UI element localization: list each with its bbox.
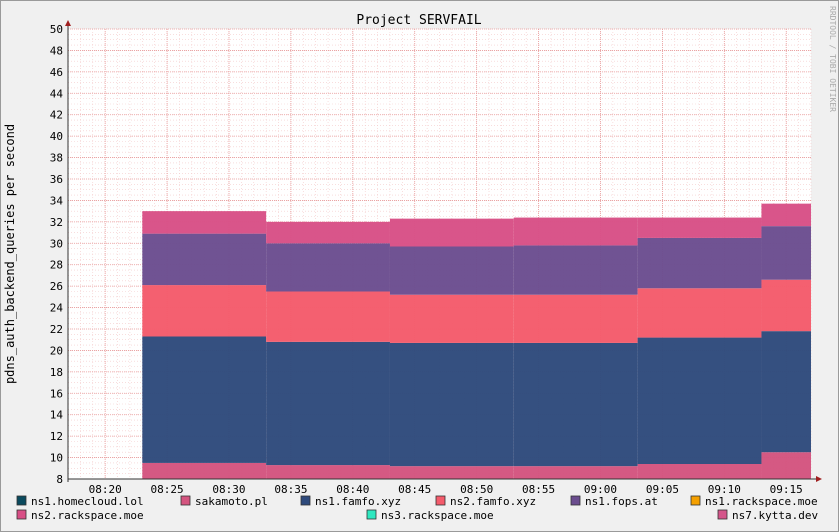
- legend-swatch: [690, 495, 701, 506]
- y-tick-label: 44: [50, 87, 64, 100]
- y-tick-label: 20: [50, 344, 63, 357]
- area-segment: [266, 243, 390, 292]
- y-tick-label: 22: [50, 323, 63, 336]
- area-segment: [513, 217, 638, 246]
- legend-label: sakamoto.pl: [195, 495, 268, 508]
- area-segment: [142, 233, 267, 286]
- legend-swatch: [180, 495, 191, 506]
- y-axis-arrow: [65, 20, 71, 26]
- y-tick-label: 24: [50, 302, 64, 315]
- legend-swatch: [366, 509, 377, 520]
- legend-label: ns1.famfo.xyz: [315, 495, 401, 508]
- y-axis-label: pdns_auth_backend_queries per second: [3, 124, 17, 384]
- area-segment: [761, 331, 811, 453]
- area-segment: [266, 291, 390, 342]
- x-tick-label: 09:00: [584, 483, 617, 496]
- legend-label: ns1.fops.at: [585, 495, 658, 508]
- x-tick-label: 09:05: [646, 483, 679, 496]
- y-tick-label: 42: [50, 109, 63, 122]
- legend-label: ns7.kytta.dev: [732, 509, 818, 522]
- x-tick-label: 08:55: [522, 483, 555, 496]
- area-segment: [142, 285, 267, 337]
- x-tick-label: 08:25: [151, 483, 184, 496]
- y-tick-label: 30: [50, 237, 63, 250]
- y-tick-label: 26: [50, 280, 63, 293]
- x-tick-label: 08:20: [89, 483, 122, 496]
- area-segment: [637, 237, 762, 289]
- area-segment: [761, 226, 811, 280]
- chart-title: Project SERVFAIL: [356, 13, 481, 28]
- y-tick-label: 8: [56, 473, 63, 486]
- y-tick-label: 50: [50, 23, 63, 36]
- y-tick-label: 12: [50, 430, 63, 443]
- y-tick-label: 14: [50, 409, 64, 422]
- area-segment: [637, 337, 762, 464]
- stacked-areas: [142, 203, 811, 479]
- x-tick-label: 08:50: [460, 483, 493, 496]
- x-tick-label: 09:10: [708, 483, 741, 496]
- area-segment: [142, 336, 267, 463]
- area-segment: [761, 279, 811, 332]
- y-tick-label: 38: [50, 152, 63, 165]
- area-segment: [266, 221, 390, 244]
- area-segment: [513, 245, 638, 295]
- x-tick-label: 08:45: [398, 483, 431, 496]
- legend-label: ns1.homecloud.lol: [31, 495, 144, 508]
- area-segment: [513, 294, 638, 343]
- area-segment: [513, 342, 638, 467]
- x-tick-label: 09:15: [770, 483, 803, 496]
- legend: ns1.homecloud.lol sakamoto.pl ns1.famfo.xy…: [16, 495, 818, 522]
- legend-swatch: [717, 509, 728, 520]
- x-tick-label: 08:40: [336, 483, 369, 496]
- legend-label: ns1.rackspace.moe: [705, 495, 818, 508]
- legend-swatch: [435, 495, 446, 506]
- y-tick-label: 28: [50, 259, 63, 272]
- y-tick-label: 10: [50, 452, 63, 465]
- area-segment: [389, 246, 514, 295]
- area-segment: [389, 342, 514, 467]
- legend-label: ns2.famfo.xyz: [450, 495, 536, 508]
- x-tick-label: 08:35: [274, 483, 307, 496]
- watermark: RRDTOOL / TOBI OETIKER: [828, 6, 837, 112]
- legend-swatch: [570, 495, 581, 506]
- y-tick-label: 16: [50, 387, 63, 400]
- area-segment: [761, 452, 811, 479]
- y-tick-label: 36: [50, 173, 63, 186]
- area-segment: [637, 464, 762, 479]
- legend-label: ns2.rackspace.moe: [31, 509, 144, 522]
- area-segment: [637, 217, 762, 238]
- area-segment: [266, 341, 390, 466]
- y-tick-label: 34: [50, 194, 64, 207]
- area-segment: [637, 288, 762, 338]
- area-segment: [266, 465, 390, 479]
- area-segment: [142, 462, 267, 479]
- area-segment: [142, 211, 267, 234]
- axes: 8 10 12 14 16 18 20 22 24 26 28 30 32 34 36 38 40 42 44 46 4…: [50, 20, 822, 496]
- y-tick-label: 40: [50, 130, 63, 143]
- area-segment: [761, 203, 811, 227]
- area-segment: [513, 466, 638, 479]
- x-tick-label: 08:30: [212, 483, 245, 496]
- legend-swatch: [300, 495, 311, 506]
- legend-swatch: [16, 495, 27, 506]
- y-tick-label: 32: [50, 216, 63, 229]
- y-tick-label: 18: [50, 366, 63, 379]
- x-axis-arrow: [816, 476, 822, 482]
- legend-label: ns3.rackspace.moe: [381, 509, 494, 522]
- y-tick-label: 48: [50, 44, 63, 57]
- area-segment: [389, 218, 514, 247]
- area-segment: [389, 294, 514, 343]
- y-tick-label: 46: [50, 66, 63, 79]
- legend-swatch: [16, 509, 27, 520]
- area-segment: [389, 466, 514, 479]
